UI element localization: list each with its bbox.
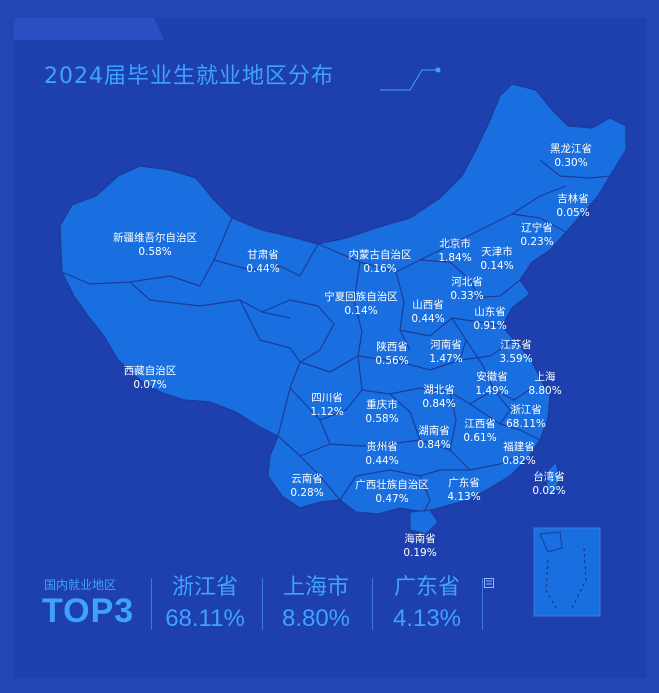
top3-item-3: 广东省 4.13% [372,574,482,636]
region-label-guangdong: 广东省 4.13% [447,477,481,503]
region-label-sichuan: 四川省 1.12% [310,392,344,418]
top3-item-value: 68.11% [165,605,245,632]
top3-heading: 国内就业地区 [44,578,117,592]
region-label-shandong: 山东省 0.91% [473,306,507,332]
south-china-sea-inset [533,527,601,617]
region-label-zhejiang: 浙江省 68.11% [505,404,547,430]
province-borders [61,159,611,513]
hainan-island [409,509,439,535]
top3-separator [372,578,373,630]
region-label-chongqing: 重庆市 0.58% [365,399,399,425]
region-label-shanghai: 上海 8.80% [528,371,562,397]
region-label-jiangxi: 江西省 0.61% [463,418,497,444]
china-mainland [59,83,627,515]
page-title: 2024届毕业生就业地区分布 [44,64,334,89]
region-label-liaoning: 辽宁省 0.23% [520,222,554,248]
region-label-yunnan: 云南省 0.28% [290,473,324,499]
title-decoration-line [380,67,441,91]
region-label-ningxia: 宁夏回族自治区 0.14% [324,291,398,317]
region-label-shaanxi: 陕西省 0.56% [375,341,409,367]
region-label-gansu: 甘肃省 0.44% [246,249,280,275]
taiwan-island [545,461,561,497]
top3-separator [151,578,152,630]
region-label-hainan: 海南省 0.19% [403,533,437,559]
region-label-taiwan: 台湾省 0.02% [532,471,566,497]
top3-item-name: 浙江省 [171,575,238,600]
top3-item-value: 8.80% [281,605,351,632]
region-label-beijing: 北京市 1.84% [438,238,472,264]
top3-item-2: 上海市 8.80% [261,574,371,636]
region-label-guangxi: 广西壮族自治区 0.47% [355,479,429,505]
region-label-heilongjiang: 黑龙江省 0.30% [550,143,592,169]
top3-item-name: 广东省 [393,575,460,600]
top3-label: TOP3 [42,592,135,630]
region-label-inner-mongolia: 内蒙古自治区 0.16% [348,249,412,275]
region-label-fujian: 福建省 0.82% [502,441,536,467]
region-label-hubei: 湖北省 0.84% [422,384,456,410]
region-label-guizhou: 贵州省 0.44% [365,441,399,467]
top3-item-name: 上海市 [282,575,349,600]
region-label-hebei: 河北省 0.33% [450,276,484,302]
map-scale-icon [484,578,494,588]
region-label-hunan: 湖南省 0.84% [417,425,451,451]
top3-separator [482,578,483,630]
region-label-tibet: 西藏自治区 0.07% [123,365,177,391]
header-tab [14,18,164,40]
region-label-jilin: 吉林省 0.05% [556,193,590,219]
top3-separator [262,578,263,630]
region-label-henan: 河南省 1.47% [429,339,463,365]
region-label-anhui: 安徽省 1.49% [475,371,509,397]
top3-item-value: 4.13% [392,605,462,632]
region-label-shanxi: 山西省 0.44% [411,299,445,325]
region-label-tianjin: 天津市 0.14% [480,246,514,272]
top3-item-1: 浙江省 68.11% [150,574,260,636]
region-label-xinjiang: 新疆维吾尔自治区 0.58% [113,232,197,258]
region-label-jiangsu: 江苏省 3.59% [499,339,533,365]
